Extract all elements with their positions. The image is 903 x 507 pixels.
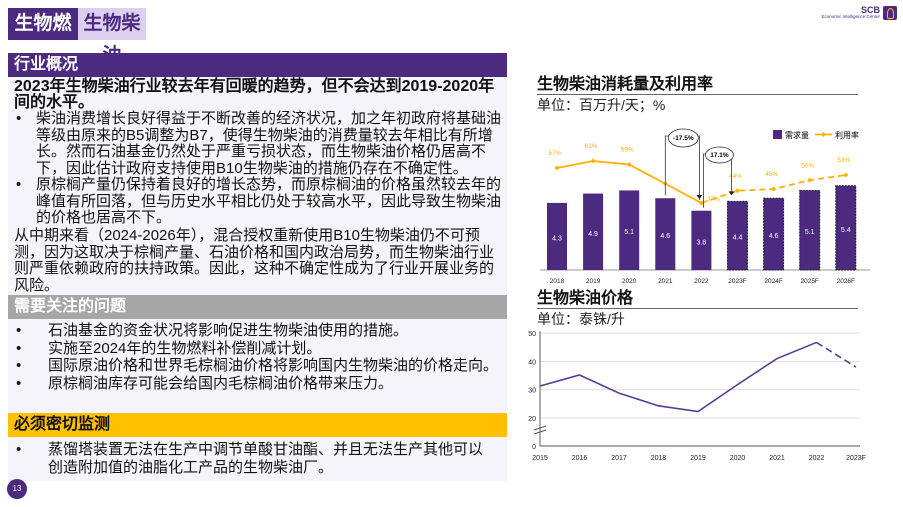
list-item: 国际原油价格和世界毛棕榈油价格将影响国内生物柴油的价格走向。 (14, 357, 504, 375)
legend-label: 利用率 (835, 130, 859, 140)
utilization-marker (626, 162, 632, 167)
bar-label: 5.1 (805, 229, 815, 236)
bar-2022 (691, 210, 712, 270)
legend-marker (821, 132, 826, 137)
x-tick-label: 2024F (764, 278, 782, 285)
list-item: 原棕榈油库存可能会给国内毛棕榈油价格带来压力。 (14, 375, 504, 393)
x-tick-label: 2026F (837, 278, 855, 285)
x-tick-label: 2022 (694, 278, 709, 285)
utilization-label: 59% (621, 147, 634, 154)
consumption-chart: 4.3 2018 4.9 2019 5.1 2020 4.6 2021 3.8 2022 4.4 20… (540, 128, 870, 285)
x-tick-label: 2022 (809, 455, 825, 462)
monitor-header: 必须密切监测 (8, 413, 507, 437)
concerns-header: 需要关注的问题 (8, 295, 507, 319)
x-tick-label: 2021 (658, 278, 673, 285)
list-item: 石油基金的资金状况将影响促进生物柴油使用的措施。 (14, 322, 504, 340)
midterm-text: 从中期来看（2024-2026年），混合授权重新使用B10生物柴油仍不可预测，因… (14, 227, 495, 294)
y-tick-label: 40 (528, 359, 536, 366)
bar-2018 (547, 202, 567, 270)
change-callout (667, 128, 699, 148)
legend-swatch-demand (773, 130, 782, 139)
x-tick-label: 2019 (690, 455, 706, 462)
change-label: 17.1% (710, 152, 729, 159)
utilization-marker (554, 165, 560, 171)
overview-bullets: 柴油消费增长良好得益于不断改善的经济状况，加之年初政府将基础油等级由原来的B5调… (14, 110, 504, 227)
y-tick-label: 20 (528, 416, 536, 423)
bar-label: 4.6 (660, 233, 670, 240)
list-item: 原棕榈产量仍保持着良好的增长态势，而原棕榈油的价格虽然较去年的峰值有所回落，但与… (14, 176, 504, 227)
bar-label: 4.4 (733, 235, 743, 242)
bar-label: 4.3 (552, 235, 562, 242)
list-item: 蒸馏塔装置无法在生产中调节单酸甘油酯、并且无法生产其他可以创造附加值的油脂化工产… (14, 441, 494, 477)
x-tick-label: 2016 (572, 455, 588, 462)
x-tick-label: 2020 (622, 278, 637, 285)
x-tick-label: 2023F (728, 278, 746, 285)
bar-label: 5.1 (624, 229, 634, 236)
x-tick-label: 2021 (769, 455, 785, 462)
bar-label: 5.4 (841, 227, 851, 234)
y-tick-label: 0 (532, 444, 536, 451)
tab-biodiesel[interactable]: 生物柴油 (78, 8, 146, 66)
bar-2026F (835, 185, 857, 271)
overview-lead: 2023年生物柴油行业较去年有回暖的趋势，但不会达到2019-2020年间的水平… (14, 78, 495, 111)
bar-2021 (655, 198, 676, 270)
price-line-forecast (816, 341, 857, 368)
x-tick-label: 2018 (550, 278, 565, 285)
legend-label: 需求量 (785, 130, 809, 140)
scb-emblem-icon (883, 6, 897, 20)
utilization-label: 44% (729, 173, 742, 180)
utilization-marker (590, 158, 596, 164)
axis-break-icon (533, 425, 547, 435)
utilization-marker (771, 186, 777, 192)
y-tick-label: 30 (528, 388, 536, 395)
utilization-label: 50% (801, 162, 814, 169)
x-tick-label: 2025F (800, 278, 818, 285)
bar-2023F (727, 200, 748, 271)
utilization-label: 53% (837, 157, 850, 164)
logo-text: SCB (860, 5, 880, 16)
bar-label: 4.6 (769, 233, 779, 240)
x-tick-label: 2018 (651, 455, 667, 462)
x-tick-label: 2015 (532, 455, 548, 462)
utilization-marker (698, 200, 704, 206)
bar-2024F (763, 197, 785, 271)
x-tick-label: 2020 (730, 455, 746, 462)
utilization-marker (807, 177, 813, 183)
overview-header: 行业概况 (8, 53, 507, 77)
arrow-down-icon (696, 195, 703, 199)
y-tick-label: 50 (528, 331, 536, 338)
change-callout (705, 146, 734, 164)
x-tick-label: 2023F (846, 455, 866, 462)
arrow-down-icon (728, 191, 735, 196)
monitor-bullets: 蒸馏塔装置无法在生产中调节单酸甘油酯、并且无法生产其他可以创造附加值的油脂化工产… (14, 441, 494, 477)
utilization-label: 37% (707, 196, 720, 203)
chart1-title: 生物柴油消耗量及利用率 (537, 76, 858, 95)
logo-subtext: Economic Intelligence Center (821, 14, 880, 20)
x-tick-label: 2017 (611, 455, 627, 462)
bar-label: 4.9 (588, 231, 598, 238)
chart1-unit: 单位：百万升/天；% (537, 97, 666, 113)
change-label: -17.5% (673, 135, 694, 142)
utilization-marker (735, 188, 740, 194)
x-tick-label: 2019 (586, 278, 601, 285)
page-number: 13 (7, 479, 27, 499)
tab-biofuel[interactable]: 生物燃料 (8, 8, 78, 66)
utilization-label: 61% (585, 143, 598, 150)
list-item: 柴油消费增长良好得益于不断改善的经济状况，加之年初政府将基础油等级由原来的B5调… (14, 110, 504, 177)
bar-2020 (619, 190, 640, 270)
price-chart: 0 20 30 40 50 2015 2016 2017 2018 2019 2020 2021 202… (528, 331, 866, 462)
bar-2019 (583, 193, 604, 270)
chart2-unit: 单位：泰铢/升 (537, 311, 625, 327)
price-line-actual (539, 341, 817, 413)
bar-label: 3.8 (697, 239, 707, 246)
scb-logo: SCB Economic Intelligence Center (821, 6, 897, 20)
utilization-label: 45% (765, 171, 778, 178)
bar-2025F (799, 189, 821, 271)
list-item: 实施至2024年的生物燃料补偿削减计划。 (14, 340, 504, 358)
concerns-bullets: 石油基金的资金状况将影响促进生物柴油使用的措施。 实施至2024年的生物燃料补偿… (14, 322, 504, 392)
utilization-marker (843, 172, 849, 178)
utilization-label: 57% (548, 150, 561, 157)
chart2-title: 生物柴油价格 (537, 290, 858, 309)
